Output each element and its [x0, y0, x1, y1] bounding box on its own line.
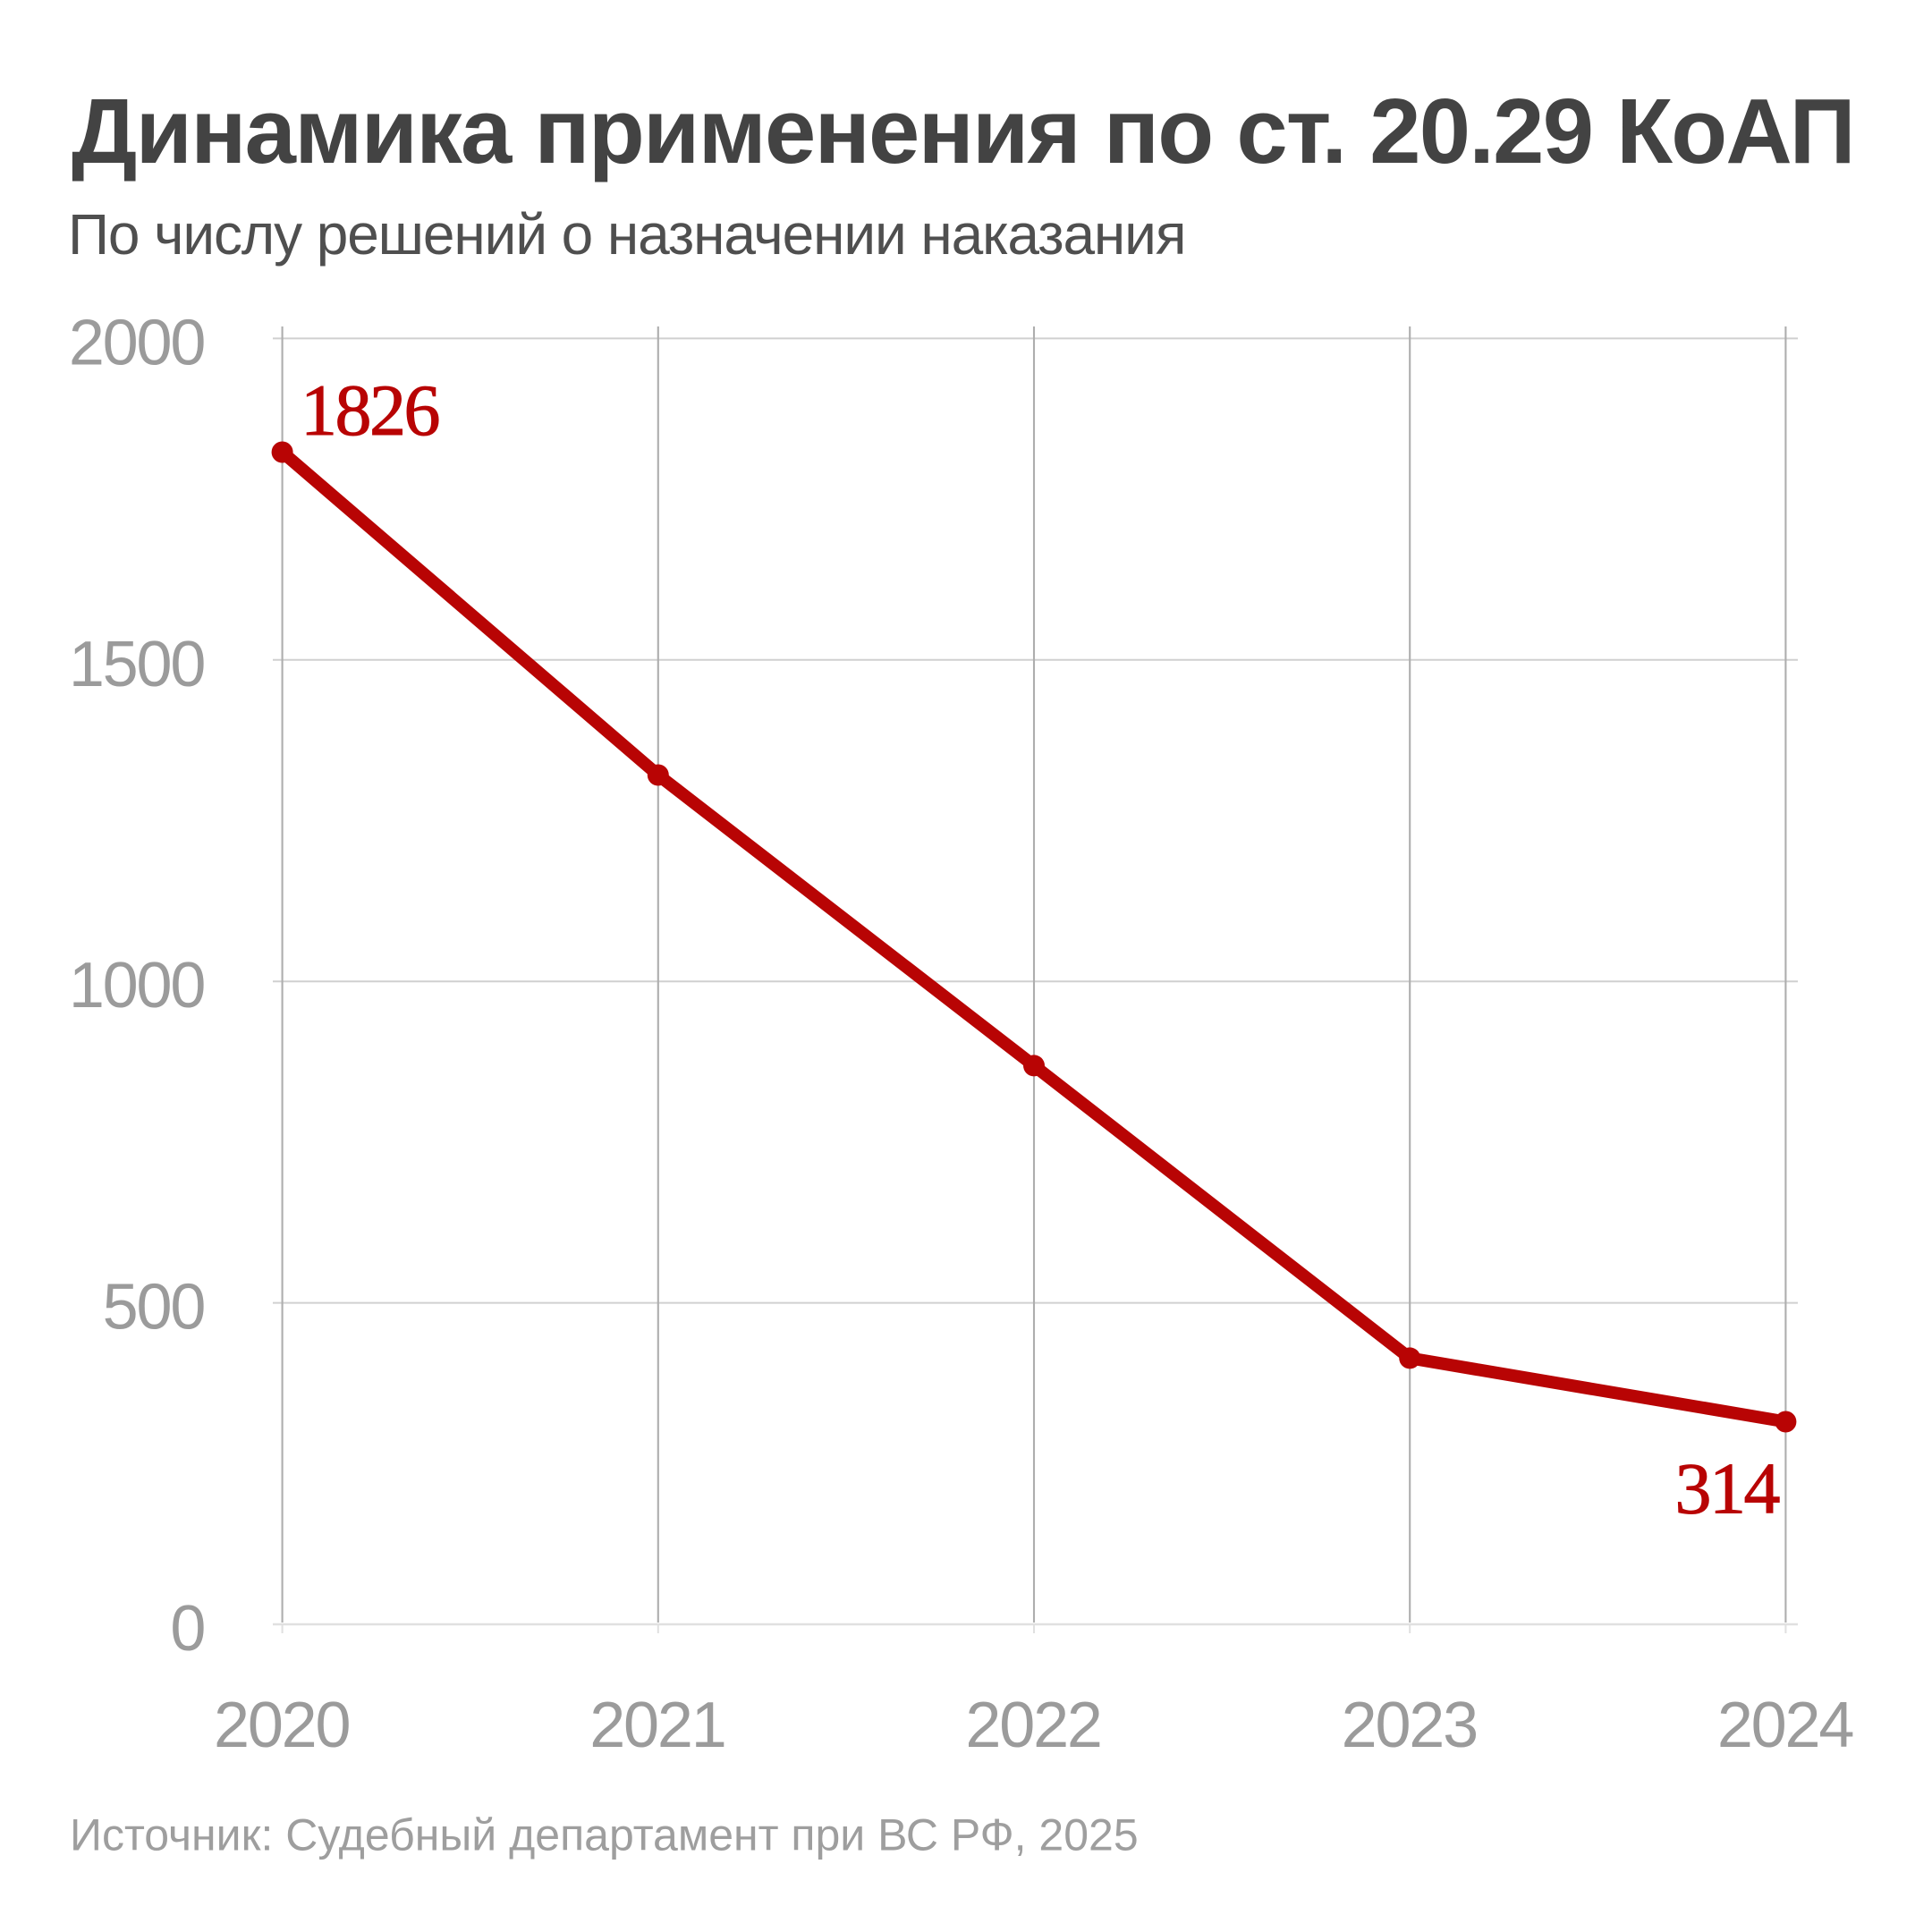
svg-text:500: 500 — [103, 1272, 205, 1343]
svg-text:1826: 1826 — [301, 369, 439, 451]
svg-text:2020: 2020 — [214, 1690, 350, 1761]
svg-text:По числу решений о назначении: По числу решений о назначении наказания — [68, 202, 1185, 267]
svg-text:0: 0 — [170, 1593, 204, 1665]
svg-text:Динамика применения по ст. 20.: Динамика применения по ст. 20.29 КоАП — [72, 80, 1854, 182]
svg-text:314: 314 — [1675, 1448, 1780, 1530]
svg-text:1000: 1000 — [69, 950, 205, 1021]
svg-text:2022: 2022 — [965, 1690, 1100, 1761]
svg-text:2021: 2021 — [589, 1690, 724, 1761]
svg-text:1500: 1500 — [69, 629, 205, 700]
svg-text:2023: 2023 — [1342, 1690, 1477, 1761]
svg-text:Источник: Судебный департамент: Источник: Судебный департамент при ВС РФ… — [70, 1810, 1139, 1860]
svg-text:2000: 2000 — [69, 307, 205, 378]
svg-text:2024: 2024 — [1717, 1690, 1853, 1761]
